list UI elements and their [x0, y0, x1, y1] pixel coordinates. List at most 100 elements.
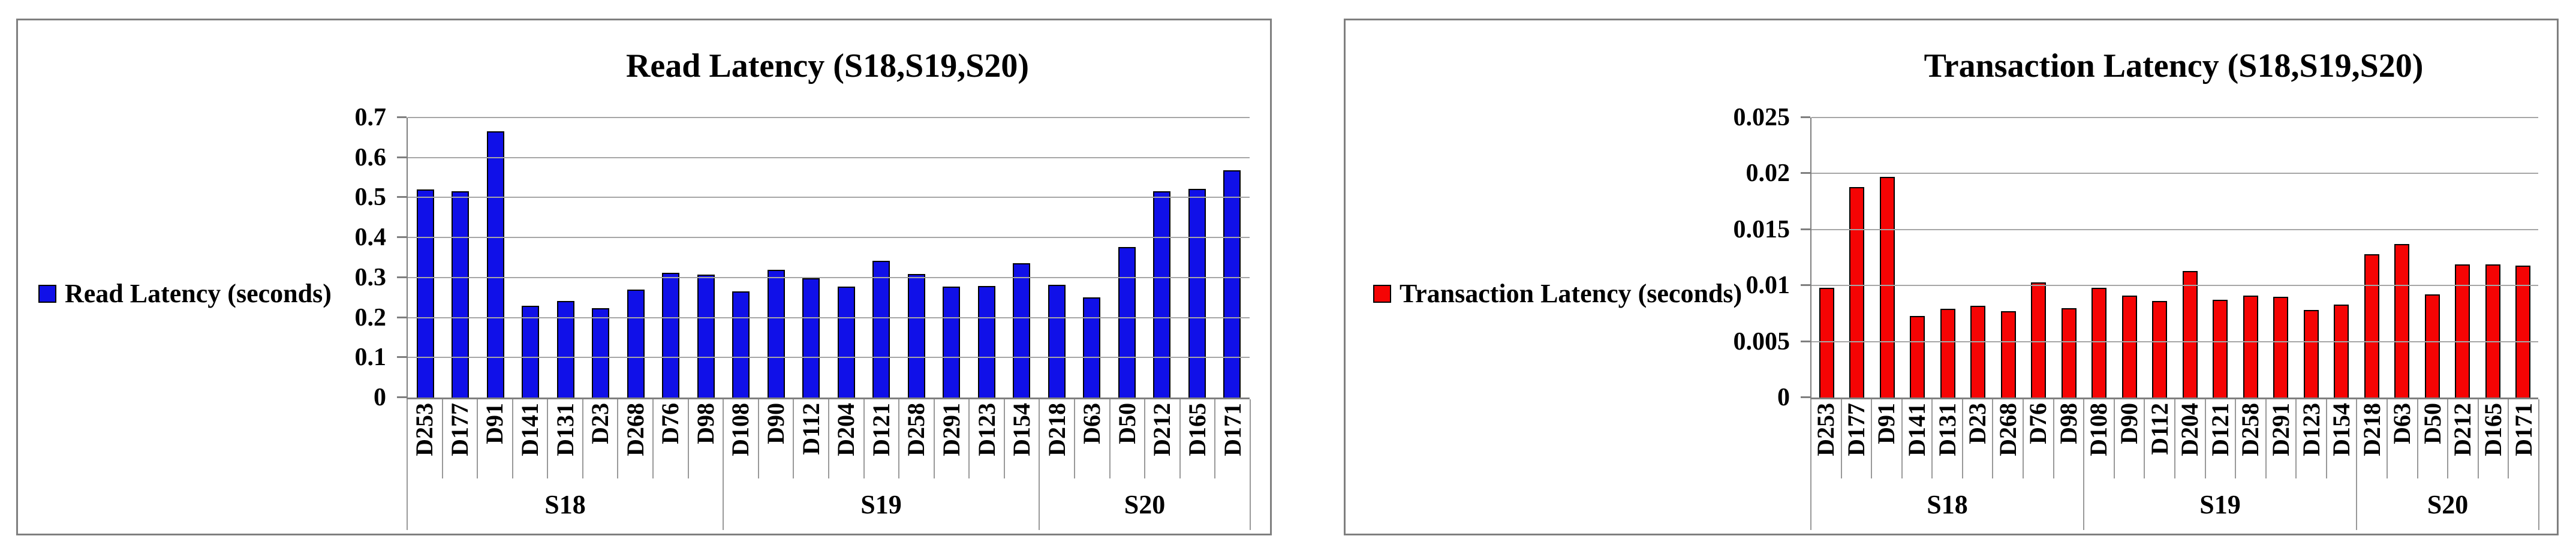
group-cell: S18	[1811, 478, 2083, 530]
category-cell: D98	[687, 399, 723, 478]
category-label: D50	[2418, 403, 2446, 444]
category-label: D112	[797, 403, 824, 455]
category-label: D253	[411, 403, 438, 456]
bar-slot	[478, 118, 513, 398]
group-cell: S18	[408, 478, 723, 530]
category-label: D177	[1842, 403, 1870, 456]
category-cell: D91	[1871, 399, 1901, 478]
category-cell: D171	[1214, 399, 1250, 478]
category-label: D154	[2328, 403, 2355, 456]
category-label: D131	[1933, 403, 1961, 456]
category-cell: D218	[2356, 399, 2387, 478]
y-tick-mark	[397, 316, 407, 318]
bar-slot	[1145, 118, 1180, 398]
category-label: D154	[1008, 403, 1036, 456]
group-label: S19	[860, 489, 902, 519]
category-label: D76	[657, 403, 684, 444]
bar-D253	[1819, 287, 1834, 398]
category-cell: D108	[2083, 399, 2114, 478]
chart-title: Transaction Latency (S18,S19,S20)	[1924, 47, 2424, 85]
gridline	[1811, 341, 2538, 342]
category-axis: D253 D177 D91 D141 D131 D23 D268 D76 D98 D108 D90 D…	[407, 399, 1251, 478]
bar-D141	[522, 305, 540, 398]
group-label: S19	[2199, 489, 2241, 519]
category-cell: D165	[1179, 399, 1215, 478]
bar-slot	[1109, 118, 1145, 398]
gridline	[1811, 117, 2538, 118]
category-label: D131	[551, 403, 579, 456]
category-label: D23	[586, 403, 614, 444]
y-tick-mark	[1801, 340, 1810, 342]
bar-D154	[2334, 304, 2349, 398]
bar-slot	[1039, 118, 1075, 398]
bar-slot	[1004, 118, 1040, 398]
gridline	[408, 357, 1250, 359]
y-tick-mark	[1801, 116, 1810, 118]
category-cell: D63	[2386, 399, 2417, 478]
bar-D76	[662, 272, 680, 398]
bar-slot	[864, 118, 899, 398]
category-label: D141	[1903, 403, 1931, 456]
category-cell: D291	[2265, 399, 2296, 478]
category-label: D121	[2206, 403, 2234, 456]
bar-slot	[2054, 118, 2084, 398]
category-cell: D141	[1901, 399, 1932, 478]
bar-slot	[794, 118, 829, 398]
category-cell: D204	[2174, 399, 2205, 478]
y-tick-mark	[397, 156, 407, 158]
bar-slot	[2145, 118, 2175, 398]
category-cell: D90	[2113, 399, 2144, 478]
category-cell: D268	[1992, 399, 2023, 478]
y-tick-label: 0.02	[1746, 159, 1790, 188]
bar-slot	[2387, 118, 2418, 398]
group-cell: S20	[1039, 478, 1250, 530]
category-cell: D108	[723, 399, 758, 478]
gridline	[1811, 228, 2538, 230]
bar-D98	[2061, 308, 2077, 398]
bar-D258	[907, 273, 925, 398]
gridline	[408, 276, 1250, 278]
category-cell: D112	[2144, 399, 2174, 478]
category-label: D91	[481, 403, 508, 444]
bar-D218	[2364, 254, 2379, 398]
y-tick-label: 0.3	[354, 263, 387, 291]
category-cell: D291	[933, 399, 969, 478]
category-label: D212	[1148, 403, 1176, 456]
category-cell: D76	[652, 399, 688, 478]
category-cell: D212	[2447, 399, 2478, 478]
bar-D291	[2273, 296, 2289, 398]
y-tick-label: 0.4	[354, 224, 387, 252]
category-cell: D98	[2053, 399, 2084, 478]
category-cell: D154	[2325, 399, 2357, 478]
bar-D23	[592, 308, 610, 398]
bar-D268	[2000, 311, 2016, 398]
category-cell: D121	[2204, 399, 2235, 478]
category-label: D90	[762, 403, 790, 444]
bar-D131	[1940, 309, 1955, 398]
category-cell: D204	[827, 399, 863, 478]
bar-D123	[977, 285, 995, 398]
y-tick-label: 0.5	[354, 183, 387, 212]
gridline	[408, 117, 1250, 118]
y-tick-label: 0.1	[354, 344, 387, 372]
category-cell: D171	[2508, 399, 2538, 478]
group-cell: S19	[723, 478, 1039, 530]
bar-D23	[1970, 305, 1986, 398]
bar-D63	[2394, 244, 2410, 398]
bar-slot	[513, 118, 549, 398]
bar-D165	[1188, 188, 1206, 398]
bar-D171	[2515, 265, 2531, 398]
bar-series	[408, 118, 1250, 398]
bar-slot	[654, 118, 689, 398]
category-label: D63	[1078, 403, 1106, 444]
bar-D204	[2182, 270, 2198, 398]
category-label: D98	[2054, 403, 2082, 444]
bar-D165	[2485, 264, 2500, 398]
bar-slot	[583, 118, 619, 398]
y-tick-mark	[1801, 228, 1810, 230]
bar-slot	[2296, 118, 2327, 398]
bar-slot	[2357, 118, 2387, 398]
transaction-latency-chart-panel: Transaction Latency (S18,S19,S20) Transa…	[1344, 19, 2559, 535]
bar-slot	[759, 118, 794, 398]
chart-title: Read Latency (S18,S19,S20)	[625, 47, 1030, 85]
